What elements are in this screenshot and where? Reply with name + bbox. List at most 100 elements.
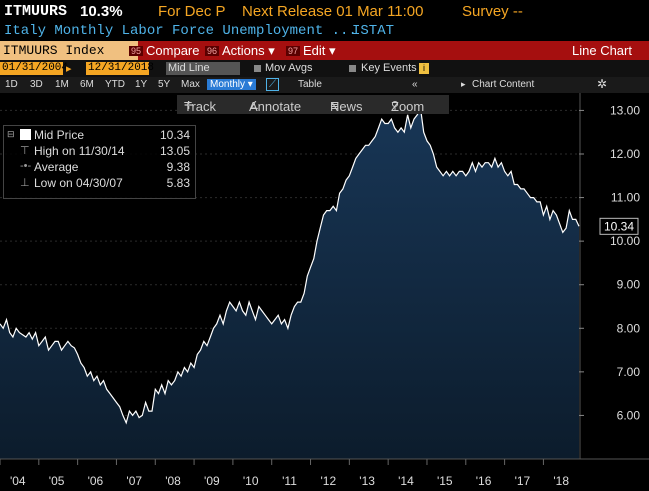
collapse-icon[interactable]: «: [412, 79, 418, 90]
legend-low-value: 5.83: [166, 176, 190, 190]
legend-mid-value: 10.34: [159, 128, 190, 142]
range-3d[interactable]: 3D: [30, 79, 43, 90]
key-events-label: Key Events: [361, 62, 417, 74]
compare-badge: 95: [129, 46, 144, 56]
chart-content-button[interactable]: Chart Content: [472, 79, 535, 90]
mov-avgs-label: Mov Avgs: [265, 62, 313, 74]
y-tick-label: 9.00: [617, 278, 641, 292]
track-label: Track: [184, 99, 217, 114]
legend-avg-value: 9.38: [166, 160, 190, 174]
y-tick-label: 8.00: [617, 321, 641, 335]
y-axis: 6.00 7.00 8.00 9.00 10.00 11.00 12.00 13.00: [579, 103, 640, 422]
x-tick-label: '11: [282, 474, 297, 488]
legend-high: ⊤ High on 11/30/14 13.05: [4, 144, 194, 158]
range-6m[interactable]: 6M: [80, 79, 94, 90]
y-tick-label: 13.00: [610, 103, 640, 117]
pencil-icon: ∠: [249, 100, 259, 112]
news-label: News: [330, 99, 363, 114]
x-tick-label: '12: [320, 474, 336, 488]
legend-avg: -•- Average 9.38: [4, 160, 194, 174]
table-button[interactable]: Table: [298, 79, 322, 90]
description-row: Italy Monthly Labor Force Unemployment .…: [0, 22, 649, 41]
y-tick-label: 10.00: [610, 234, 640, 248]
security-title: Italy Monthly Labor Force Unemployment .…: [4, 23, 357, 39]
ticker: ITMUURS: [4, 3, 68, 20]
compare-button[interactable]: 95 Compare: [129, 43, 199, 58]
low-marker-icon: ⊥: [20, 177, 30, 189]
search-icon: ⚲: [391, 100, 400, 112]
actions-badge: 96: [205, 46, 220, 56]
series-swatch-icon: [20, 129, 31, 140]
legend-mid: Mid Price 10.34: [4, 128, 194, 142]
menu-bar: ITMUURS Index 95 Compare 96 Actions ▾ 97 Ed…: [0, 41, 649, 60]
x-tick-label: '10: [243, 474, 259, 488]
y-tick-label: 6.00: [617, 408, 641, 422]
price-field-select[interactable]: Mid Line: [166, 62, 240, 75]
security-header: ITMUURS 10.3% For Dec P Next Release 01 …: [0, 0, 649, 22]
end-date-field[interactable]: 12/31/2018: [86, 62, 155, 75]
range-1y[interactable]: 1Y: [135, 79, 148, 90]
info-icon[interactable]: i: [419, 63, 429, 74]
legend-low-label: Low on 04/30/07: [34, 176, 123, 190]
last-value: 10.3%: [80, 3, 123, 20]
index-field[interactable]: ITMUURS Index: [0, 41, 138, 60]
line-chart-icon[interactable]: ⟋: [266, 78, 279, 91]
legend-collapse-icon[interactable]: ⊟: [7, 129, 15, 139]
actions-button[interactable]: 96 Actions ▾: [205, 43, 275, 59]
crosshair-icon: ✛: [184, 100, 194, 112]
x-tick-label: '14: [398, 474, 414, 488]
x-tick-label: '04: [10, 474, 26, 488]
y-tick-label: 7.00: [617, 365, 641, 379]
x-tick-label: '17: [515, 474, 531, 488]
edit-label: Edit ▾: [303, 43, 336, 58]
x-tick-label: '13: [359, 474, 375, 488]
key-events-checkbox[interactable]: [349, 65, 356, 72]
edit-button[interactable]: 97 Edit ▾: [286, 43, 336, 59]
news-icon: ≣: [330, 100, 340, 112]
actions-label: Actions ▾: [222, 43, 275, 58]
zoom-label: Zoom: [391, 99, 425, 114]
legend-low: ⊥ Low on 04/30/07 5.83: [4, 176, 194, 190]
next-release: Next Release 01 Mar 11:00: [242, 3, 424, 20]
range-5y[interactable]: 5Y: [158, 79, 171, 90]
edit-badge: 97: [286, 46, 301, 56]
survey: Survey --: [462, 3, 523, 20]
legend-high-value: 13.05: [159, 144, 190, 158]
x-tick-label: '08: [165, 474, 181, 488]
average-marker-icon: -•-: [20, 160, 32, 172]
range-max[interactable]: Max: [181, 79, 200, 90]
x-tick-label: '09: [204, 474, 220, 488]
y-tick-label: 12.00: [610, 147, 640, 161]
range-1m[interactable]: 1M: [55, 79, 69, 90]
series-area: [0, 108, 579, 459]
start-date-field[interactable]: 01/31/2004: [0, 62, 69, 75]
chart-legend: ⊟ Mid Price 10.34 ⊤ High on 11/30/14 13.…: [3, 125, 196, 199]
compare-label: Compare: [146, 43, 200, 58]
x-tick-label: '06: [88, 474, 104, 488]
range-1d[interactable]: 1D: [5, 79, 18, 90]
x-tick-label: '07: [126, 474, 142, 488]
chart-type[interactable]: Line Chart: [572, 43, 632, 58]
x-tick-label: '18: [553, 474, 569, 488]
chart-content-arrow-icon: ▸: [461, 79, 466, 89]
range-ytd[interactable]: YTD: [105, 79, 125, 90]
range-bar: 1D 3D 1M 6M YTD 1Y 5Y Max Monthly ▾ ⟋ Ta…: [0, 77, 649, 93]
x-tick-label: '05: [49, 474, 65, 488]
annotate-label: Annotate: [249, 99, 302, 114]
legend-mid-label: Mid Price: [34, 128, 85, 142]
mov-avgs-checkbox[interactable]: [254, 65, 261, 72]
x-axis: '04 '05 '06 '07 '08 '09 '10 '11 '12 '13 '14 '15 '16 '…: [0, 459, 569, 488]
last-value-text: 10.34: [604, 219, 634, 233]
controls-row: 01/31/2004 ▸ 12/31/2018 Mid Line Mov Avg…: [0, 60, 649, 77]
period-label: For Dec P: [158, 3, 226, 20]
y-tick-label: 11.00: [611, 191, 640, 205]
date-separator-icon: ▸: [66, 63, 72, 75]
x-tick-label: '15: [437, 474, 453, 488]
frequency-select[interactable]: Monthly ▾: [207, 79, 256, 90]
series-line: [0, 106, 580, 425]
x-tick-label: '16: [476, 474, 492, 488]
source: ISTAT: [352, 23, 395, 39]
gear-icon[interactable]: ✲: [597, 77, 608, 91]
legend-high-label: High on 11/30/14: [34, 144, 125, 158]
high-marker-icon: ⊤: [20, 145, 30, 157]
